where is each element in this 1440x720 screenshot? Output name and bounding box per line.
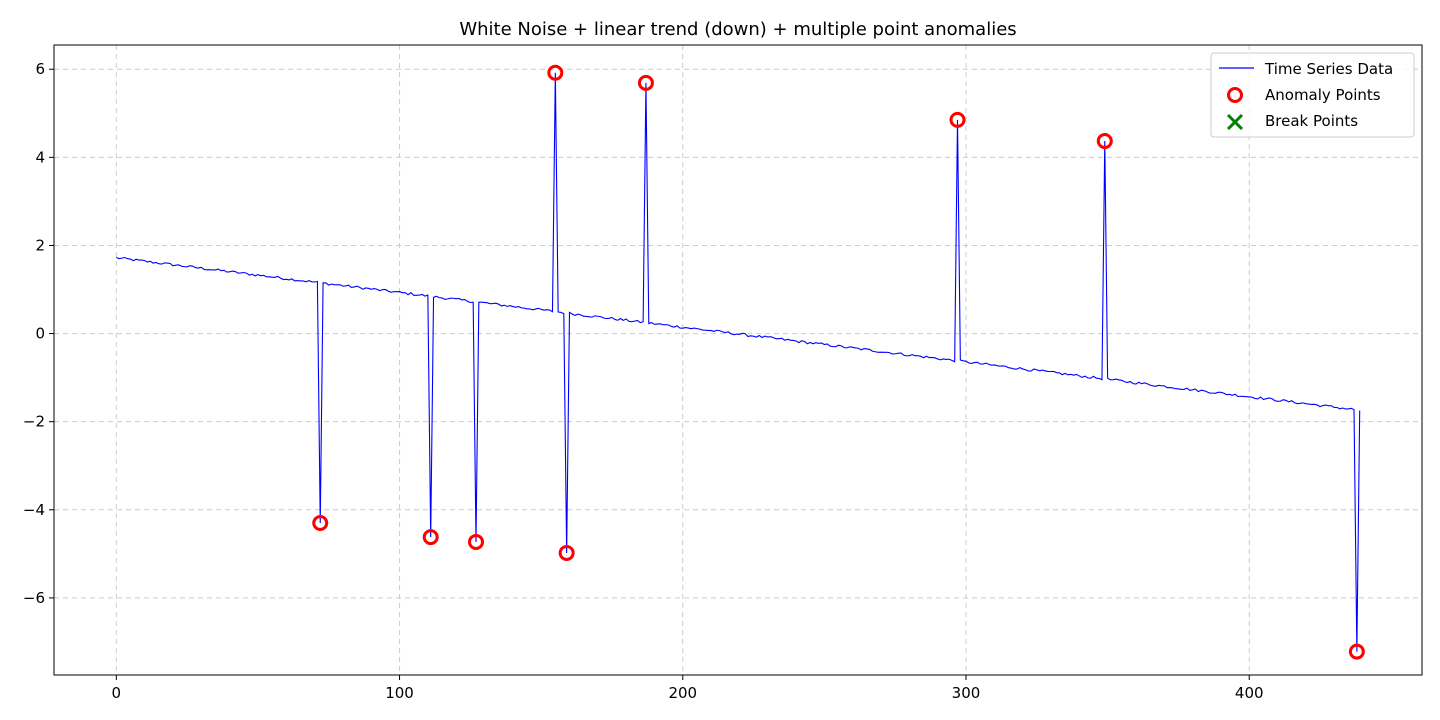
x-tick-label: 300 [952, 684, 981, 702]
break-x-stroke [1226, 113, 1244, 131]
y-tick-label: 0 [35, 325, 45, 343]
series-line-time-series [116, 72, 1361, 652]
x-tick-label: 400 [1235, 684, 1264, 702]
plot-area [116, 72, 1361, 652]
anomaly-point [949, 111, 966, 128]
axis-ticks: 0 100 200 300 400 −6 −4 −2 0 2 4 6 [23, 60, 1264, 702]
y-tick-label: −4 [23, 501, 45, 519]
legend-anomaly-swatch [1227, 87, 1243, 103]
anomaly-point [547, 64, 564, 81]
y-tick-label: 6 [35, 60, 45, 78]
legend-box [1210, 52, 1415, 138]
anomaly-markers [312, 64, 1365, 660]
legend-label-break: Break Points [1265, 112, 1358, 130]
legend-label-series: Time Series Data [1264, 60, 1393, 78]
y-tick-label: −2 [23, 413, 45, 431]
y-tick-label: 4 [35, 148, 45, 166]
y-tick-label: 2 [35, 236, 45, 254]
anomaly-point [312, 515, 329, 532]
legend-label-anomaly: Anomaly Points [1265, 86, 1381, 104]
grid-lines [54, 45, 1422, 675]
chart-title: White Noise + linear trend (down) + mult… [459, 19, 1016, 40]
x-tick-label: 0 [112, 684, 122, 702]
anomaly-point [637, 74, 654, 91]
axes-frame [53, 44, 1423, 676]
anomaly-point [1348, 643, 1365, 660]
anomaly-point [422, 529, 439, 546]
legend-break-swatch [1226, 113, 1244, 131]
anomaly-point [468, 533, 485, 550]
anomaly-point [558, 544, 575, 561]
x-tick-label: 200 [668, 684, 697, 702]
y-tick-label: −6 [23, 589, 45, 607]
x-tick-label: 100 [385, 684, 414, 702]
anomaly-point [1096, 133, 1113, 150]
legend: Time Series Data Anomaly Points Break Po… [1210, 52, 1415, 138]
